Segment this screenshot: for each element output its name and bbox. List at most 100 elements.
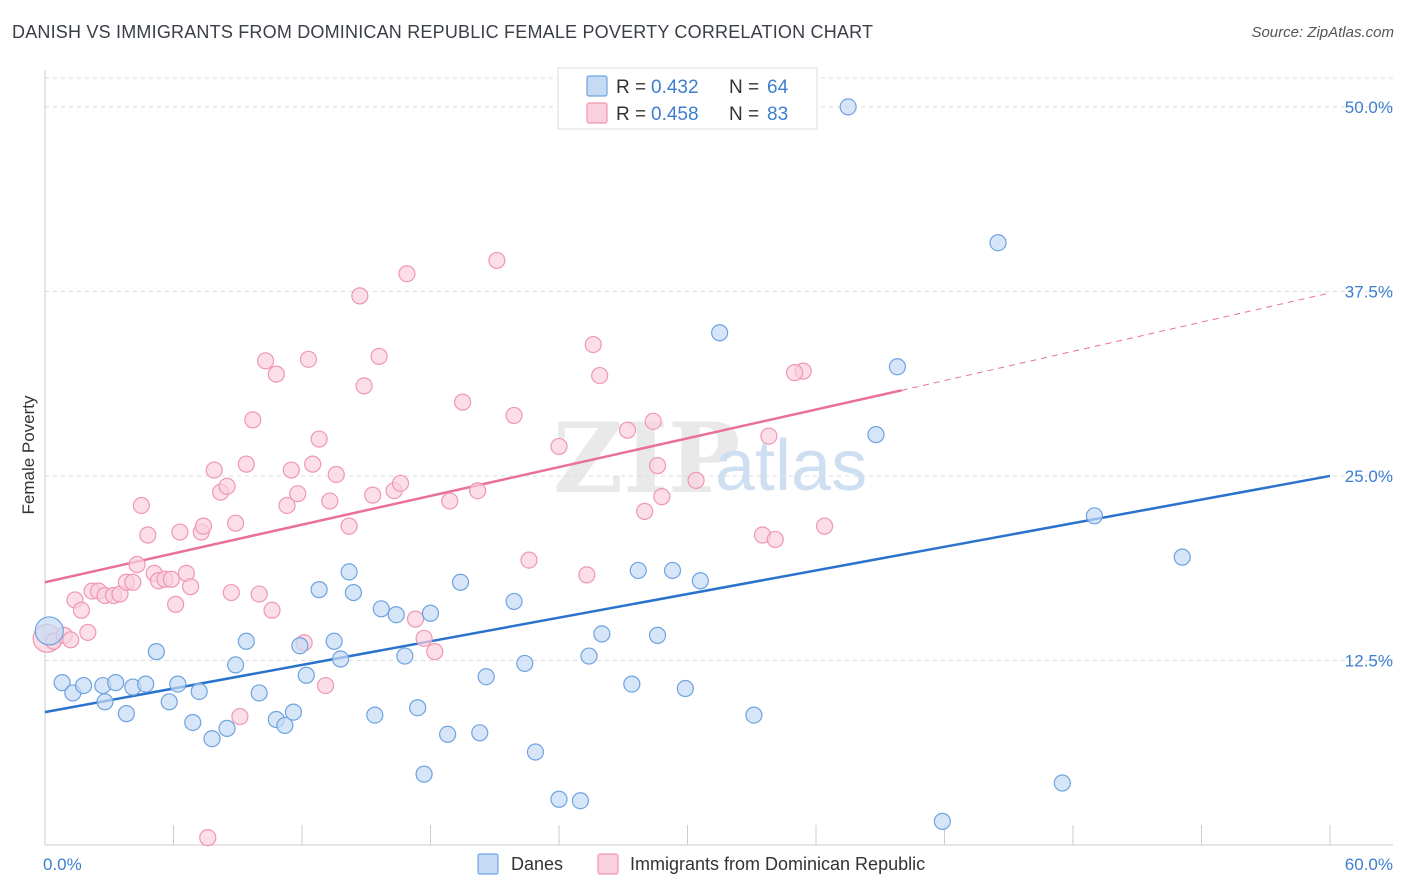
y-tick-label: 50.0% <box>1345 98 1393 117</box>
point-danes <box>745 706 763 724</box>
point-dominican <box>282 461 300 479</box>
point-danes <box>439 725 457 743</box>
point-danes <box>593 625 611 643</box>
point-danes <box>184 713 202 732</box>
point-dominican <box>520 551 538 569</box>
y-tick-label: 37.5% <box>1345 282 1393 301</box>
point-dominican <box>267 365 285 383</box>
legend-n-value-dominican: 83 <box>767 104 788 125</box>
point-dominican <box>162 570 180 588</box>
point-danes <box>291 637 309 655</box>
point-dominican <box>316 676 335 695</box>
point-dominican <box>441 492 459 510</box>
point-danes <box>250 684 268 702</box>
point-danes <box>117 705 135 723</box>
legend-n-label-dominican: N = <box>729 104 759 125</box>
point-dominican <box>469 482 487 500</box>
point-dominican <box>488 251 506 270</box>
point-danes <box>218 719 236 737</box>
point-danes <box>160 693 178 711</box>
trend-line-danes <box>44 474 1331 714</box>
point-dominican <box>591 366 609 385</box>
point-danes <box>933 812 951 830</box>
trend-extension-dominican <box>901 292 1331 391</box>
point-dominican <box>167 595 185 613</box>
point-dominican <box>231 707 249 726</box>
chart-title: DANISH VS IMMIGRANTS FROM DOMINICAN REPU… <box>12 22 874 42</box>
point-dominican <box>62 631 80 649</box>
point-dominican <box>310 430 328 448</box>
point-dominican <box>636 502 654 520</box>
point-dominican <box>815 517 834 535</box>
point-dominican <box>199 829 217 847</box>
point-dominican <box>171 523 189 541</box>
point-dominican <box>653 488 671 506</box>
point-danes <box>74 676 93 695</box>
bottom-legend: Danes Immigrants from Dominican Republic <box>477 853 925 875</box>
point-dominican <box>321 492 339 510</box>
point-danes <box>550 790 568 808</box>
data-points <box>32 98 1191 847</box>
point-dominican <box>351 287 369 305</box>
point-danes <box>372 600 390 618</box>
bottom-legend-label-dominican: Immigrants from Dominican Republic <box>630 854 925 874</box>
point-dominican <box>237 455 255 473</box>
point-dominican <box>505 406 523 425</box>
point-dominican <box>785 364 804 382</box>
point-danes <box>331 650 350 668</box>
point-dominican <box>398 265 416 283</box>
point-dominican <box>289 485 307 503</box>
legend-swatch-dominican <box>586 102 608 124</box>
point-danes <box>571 792 590 810</box>
point-danes <box>396 647 414 665</box>
point-danes <box>867 426 885 444</box>
point-danes <box>623 675 641 693</box>
point-danes <box>629 561 647 580</box>
point-danes <box>297 666 315 684</box>
point-dominican <box>618 421 637 439</box>
legend-n-label-danes: N = <box>729 77 759 98</box>
point-dominican <box>766 530 784 549</box>
point-danes <box>284 703 303 721</box>
point-danes <box>409 699 427 717</box>
point-danes <box>505 592 523 611</box>
point-danes <box>580 647 598 665</box>
x-tick-label-min: 0.0% <box>43 855 82 874</box>
point-dominican <box>299 350 318 368</box>
point-danes <box>107 674 125 692</box>
point-danes <box>147 643 165 661</box>
point-danes <box>415 765 433 783</box>
point-danes <box>276 716 294 735</box>
point-danes <box>839 98 857 116</box>
point-dominican <box>218 477 236 495</box>
point-dominican <box>227 514 245 532</box>
point-danes <box>340 563 358 581</box>
point-danes <box>190 682 208 701</box>
point-dominican <box>139 526 157 544</box>
legend-r-label-dominican: R = <box>616 104 646 125</box>
point-dominican <box>644 412 662 430</box>
point-danes <box>691 572 709 590</box>
point-danes <box>471 724 489 742</box>
point-dominican <box>244 411 262 429</box>
point-danes <box>526 743 545 761</box>
x-tick-label-max: 60.0% <box>1345 855 1393 874</box>
point-dominican <box>278 496 296 515</box>
point-danes <box>366 706 384 724</box>
point-dominican <box>578 566 596 584</box>
point-dominican <box>687 471 705 489</box>
point-dominican <box>760 427 778 445</box>
point-dominican <box>340 517 358 535</box>
point-dominican <box>304 455 322 473</box>
point-danes <box>1053 774 1071 792</box>
y-axis-label: Female Poverty <box>19 395 38 515</box>
y-tick-label: 12.5% <box>1345 651 1393 670</box>
point-dominican <box>222 583 240 602</box>
point-danes <box>227 656 245 674</box>
point-danes <box>663 561 682 580</box>
point-danes <box>325 632 343 650</box>
point-dominican <box>355 377 373 395</box>
legend-n-value-danes: 64 <box>767 77 789 98</box>
legend: R = 0.432 N = 64 R = 0.458 N = 83 <box>557 67 818 130</box>
point-danes <box>387 606 405 624</box>
